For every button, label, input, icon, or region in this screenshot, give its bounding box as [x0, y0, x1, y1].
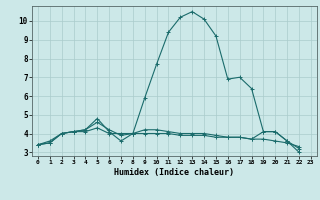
- X-axis label: Humidex (Indice chaleur): Humidex (Indice chaleur): [115, 168, 234, 177]
